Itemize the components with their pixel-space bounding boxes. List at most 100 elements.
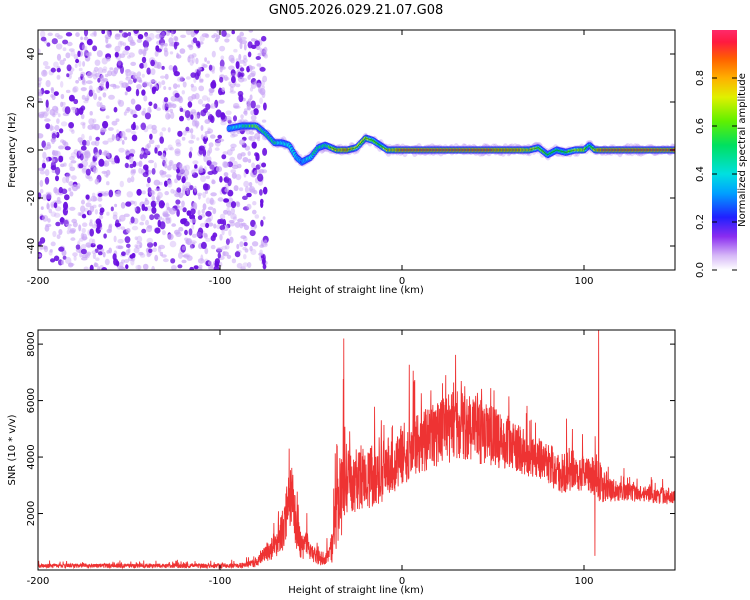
- noise-speckle: [255, 104, 261, 109]
- noise-speckle: [111, 161, 116, 165]
- noise-speckle: [98, 158, 105, 167]
- noise-speckle: [132, 74, 139, 80]
- noise-speckle: [166, 179, 173, 185]
- noise-speckle: [38, 253, 42, 258]
- noise-speckle: [146, 143, 151, 149]
- noise-speckle: [80, 145, 87, 151]
- noise-speckle: [42, 69, 47, 76]
- noise-speckle: [85, 242, 92, 248]
- noise-speckle: [93, 166, 97, 174]
- noise-speckle: [150, 68, 156, 76]
- noise-speckle: [259, 97, 263, 104]
- noise-speckle: [207, 156, 212, 162]
- noise-speckle: [53, 187, 58, 194]
- noise-speckle: [209, 88, 215, 93]
- noise-speckle: [82, 76, 86, 84]
- noise-speckle: [188, 44, 194, 51]
- noise-speckle: [256, 82, 262, 89]
- noise-speckle: [44, 169, 50, 176]
- noise-speckle: [119, 214, 126, 222]
- noise-speckle: [206, 159, 212, 166]
- noise-speckle: [148, 101, 153, 107]
- noise-speckle: [80, 205, 86, 213]
- snr-y-label: SNR (10 * v/v): [7, 414, 18, 485]
- noise-speckle: [142, 81, 149, 87]
- noise-speckle: [205, 73, 210, 78]
- noise-speckle: [201, 95, 209, 101]
- noise-speckle: [191, 172, 199, 179]
- noise-speckle: [80, 121, 86, 126]
- noise-speckle: [61, 188, 68, 195]
- ridge-centerline: [329, 137, 675, 156]
- noise-speckle: [86, 80, 93, 85]
- noise-speckle: [92, 156, 96, 163]
- noise-speckle: [100, 104, 106, 110]
- noise-speckle: [71, 175, 77, 181]
- noise-speckle: [92, 31, 97, 35]
- noise-speckle: [186, 238, 192, 245]
- noise-speckle: [118, 99, 125, 107]
- noise-speckle: [162, 103, 166, 111]
- noise-speckle: [192, 118, 198, 123]
- noise-speckle: [38, 83, 41, 88]
- noise-speckle: [147, 106, 152, 114]
- noise-speckle: [229, 83, 236, 88]
- colorbar-label: Normalized spectral amplitude: [737, 73, 748, 227]
- noise-speckle: [123, 259, 130, 263]
- noise-speckle: [263, 102, 267, 111]
- noise-speckle: [88, 118, 95, 125]
- noise-speckle: [71, 129, 75, 134]
- noise-speckle: [179, 163, 183, 170]
- noise-speckle: [220, 121, 227, 126]
- x-tick-label: -200: [27, 276, 50, 287]
- noise-speckle: [106, 31, 111, 36]
- noise-speckle: [246, 103, 251, 111]
- noise-speckle: [236, 201, 241, 208]
- noise-speckle: [83, 266, 89, 270]
- noise-speckle: [82, 151, 89, 156]
- noise-speckle: [98, 96, 102, 101]
- noise-speckle: [181, 200, 185, 208]
- noise-speckle: [211, 34, 216, 39]
- noise-speckle: [42, 111, 48, 119]
- noise-speckle: [160, 30, 167, 37]
- noise-speckle: [149, 133, 153, 140]
- noise-speckle: [205, 237, 211, 242]
- noise-speckle: [157, 219, 162, 228]
- noise-speckle: [98, 204, 102, 208]
- noise-speckle: [105, 37, 109, 44]
- x-tick-label: 0: [399, 276, 405, 287]
- noise-speckle: [174, 178, 178, 184]
- noise-speckle: [250, 44, 257, 49]
- noise-speckle: [81, 199, 85, 205]
- noise-speckle: [218, 138, 225, 142]
- noise-speckle: [244, 186, 250, 194]
- colorbar-tick-label: 0.4: [695, 166, 706, 182]
- noise-speckle: [227, 210, 232, 216]
- noise-speckle: [88, 177, 93, 182]
- noise-speckle: [192, 111, 198, 116]
- noise-speckle: [210, 103, 216, 109]
- noise-speckle: [187, 101, 193, 108]
- noise-speckle: [194, 164, 198, 169]
- noise-speckle: [170, 111, 175, 119]
- noise-speckle: [207, 171, 214, 175]
- noise-speckle: [259, 48, 264, 54]
- noise-speckle: [64, 194, 70, 201]
- noise-speckle: [231, 133, 238, 137]
- noise-speckle: [170, 30, 174, 37]
- noise-speckle: [60, 101, 64, 108]
- noise-speckle: [85, 202, 92, 208]
- noise-speckle: [50, 258, 56, 263]
- noise-speckle: [89, 264, 94, 270]
- noise-speckle: [121, 140, 125, 145]
- noise-speckle: [122, 50, 129, 56]
- noise-speckle: [209, 163, 215, 171]
- noise-speckle: [108, 247, 112, 254]
- noise-speckle: [102, 68, 107, 73]
- noise-speckle: [188, 228, 193, 236]
- noise-speckle: [84, 97, 89, 102]
- noise-speckle: [210, 235, 216, 242]
- figure-title: GN05.2026.029.21.07.G08: [269, 3, 444, 18]
- noise-speckle: [223, 176, 230, 184]
